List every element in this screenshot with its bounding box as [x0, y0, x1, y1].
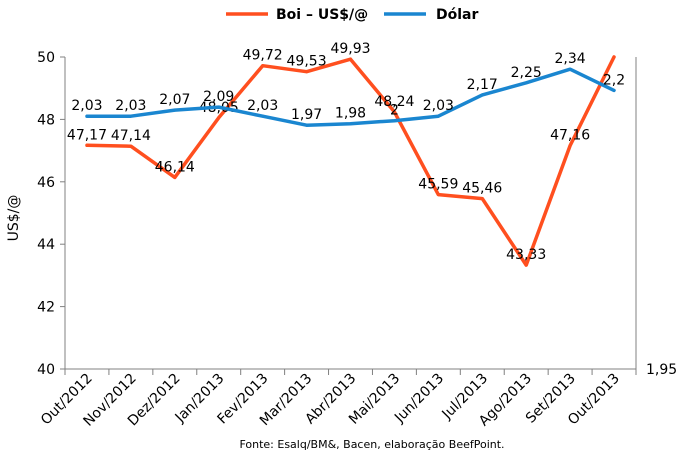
legend-label-dolar: Dólar	[436, 7, 478, 23]
data-point	[261, 114, 265, 118]
data-label: 49,93	[330, 41, 370, 57]
y-tick-label: 40	[37, 362, 55, 378]
data-label: 2,03	[71, 98, 102, 114]
y2-tick-label: 1,95	[646, 362, 677, 378]
data-point	[524, 81, 528, 85]
y-tick-label: 50	[37, 50, 55, 66]
y2-tick-labels: 1,95	[646, 362, 677, 378]
data-point	[305, 123, 309, 127]
data-point	[173, 175, 177, 179]
data-label: 45,46	[462, 181, 502, 197]
data-point	[436, 193, 440, 197]
data-label: 47,16	[550, 128, 590, 144]
source-note: Fonte: Esalq/BM&, Bacen, elaboração Beef…	[239, 438, 504, 451]
data-point	[85, 114, 89, 118]
data-label: 1,98	[335, 106, 366, 122]
data-point	[129, 114, 133, 118]
data-label: 2,07	[159, 92, 190, 108]
data-label: 2,09	[203, 89, 234, 105]
data-point	[480, 93, 484, 97]
legend: Boi – US$/@ Dólar	[226, 7, 478, 23]
data-label: 2,34	[555, 51, 586, 67]
data-point	[349, 57, 352, 61]
data-point	[568, 67, 572, 71]
series-boi: 47,1747,1446,1448,0549,7249,5349,9348,24…	[67, 41, 616, 267]
data-label: 2	[390, 103, 399, 119]
data-point	[261, 64, 265, 68]
data-point	[129, 144, 133, 148]
data-point	[436, 114, 440, 118]
series-dolar: 2,03 2,03 2,07 2,09 2,03 1,97 1,98 2 2,03 2,17 2,2…	[71, 51, 625, 127]
data-label: 2,25	[511, 65, 542, 81]
data-label: 2,03	[115, 98, 146, 114]
data-label: 43,33	[506, 247, 546, 263]
data-label: 45,59	[418, 177, 458, 193]
data-point	[524, 263, 528, 267]
data-label: 49,72	[243, 48, 283, 64]
x-tick-labels: Out/2012Nov/2012Dez/2012Jan/2013Fev/2013…	[38, 369, 637, 430]
data-label: 2,17	[467, 77, 498, 93]
data-label: 49,53	[287, 54, 327, 70]
data-point	[480, 197, 484, 201]
y-axis-title: US$/@	[6, 195, 22, 242]
y-tick-labels: 40 42 44 46 48 50	[37, 50, 65, 378]
data-point	[612, 55, 616, 59]
data-point	[173, 108, 177, 112]
data-label: 47,17	[67, 127, 107, 143]
data-point	[217, 105, 221, 109]
y-tick-label: 42	[37, 300, 55, 316]
data-point	[305, 70, 309, 74]
legend-label-boi: Boi – US$/@	[276, 7, 368, 23]
y-tick-label: 44	[37, 237, 55, 253]
data-label: 2,2	[603, 72, 625, 88]
data-label: 2,03	[247, 98, 278, 114]
data-label: 47,14	[111, 128, 151, 144]
data-label: 2,03	[423, 98, 454, 114]
data-point	[392, 110, 396, 114]
data-label: 1,97	[291, 107, 322, 123]
data-label: 48,24	[374, 94, 414, 110]
data-label: 46,14	[155, 159, 195, 175]
data-point	[392, 119, 396, 123]
data-point	[217, 116, 221, 120]
data-point	[349, 122, 352, 126]
data-point	[568, 144, 572, 148]
y-tick-label: 46	[37, 175, 55, 191]
data-point	[85, 143, 89, 147]
data-point	[612, 88, 616, 92]
y-tick-label: 48	[37, 112, 55, 128]
